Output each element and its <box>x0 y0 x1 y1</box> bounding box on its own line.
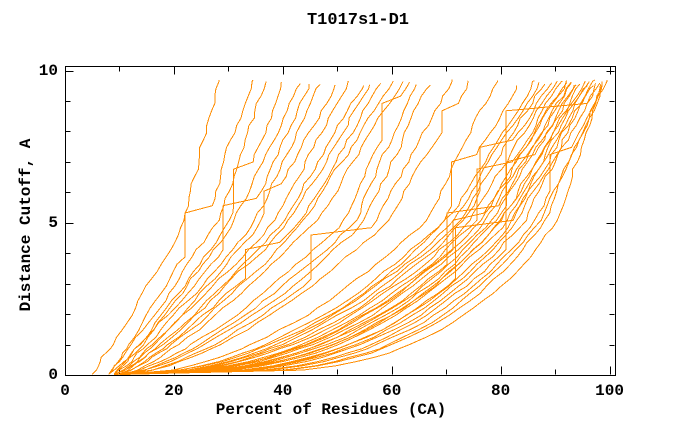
model-curve <box>108 81 267 375</box>
model-curve <box>124 81 404 375</box>
model-curve <box>119 81 572 375</box>
model-curve <box>124 79 453 375</box>
model-curve <box>113 84 321 375</box>
model-curve <box>119 84 431 375</box>
x-tick-label: 40 <box>273 382 293 400</box>
model-curve <box>124 84 417 375</box>
model-curve <box>113 81 282 375</box>
x-axis-label: Percent of Residues (CA) <box>215 401 447 419</box>
model-curve <box>119 82 553 375</box>
y-axis-label: Distance Cutoff, A <box>17 138 35 312</box>
model-curve <box>91 79 220 375</box>
model-curve <box>119 80 469 375</box>
y-tick-label: 5 <box>48 213 58 232</box>
model-curve <box>124 80 608 375</box>
model-curve <box>124 82 601 375</box>
model-curve <box>119 85 518 375</box>
model-curve <box>108 84 310 375</box>
model-curve <box>119 84 336 375</box>
model-curve <box>124 81 558 375</box>
model-curve <box>124 81 590 375</box>
chart-title: T1017s1-D1 <box>306 11 410 30</box>
model-curve <box>119 85 365 375</box>
y-tick-label: 10 <box>38 61 58 80</box>
x-tick-label: 100 <box>595 382 624 400</box>
model-curve <box>113 84 371 375</box>
model-curve <box>119 80 586 375</box>
model-curve <box>124 83 572 375</box>
model-curve <box>124 80 499 375</box>
y-tick-label: 0 <box>48 366 58 384</box>
model-curve <box>113 80 350 375</box>
model-curve <box>119 82 410 375</box>
model-curve <box>119 81 603 375</box>
x-tick-label: 20 <box>164 382 184 400</box>
model-curve <box>108 79 254 375</box>
model-curve <box>119 80 568 375</box>
model-curve <box>119 82 382 375</box>
model-curve <box>113 80 563 375</box>
model-curve <box>124 83 546 375</box>
x-tick-label: 80 <box>491 382 511 400</box>
model-curve <box>113 85 594 375</box>
model-curve <box>119 82 540 375</box>
model-curve <box>119 81 394 375</box>
model-curve <box>119 84 575 375</box>
model-curve <box>124 82 568 375</box>
model-curve <box>124 84 603 375</box>
x-tick-label: 0 <box>60 382 70 400</box>
model-curve <box>119 83 596 375</box>
x-tick-label: 60 <box>382 382 402 400</box>
